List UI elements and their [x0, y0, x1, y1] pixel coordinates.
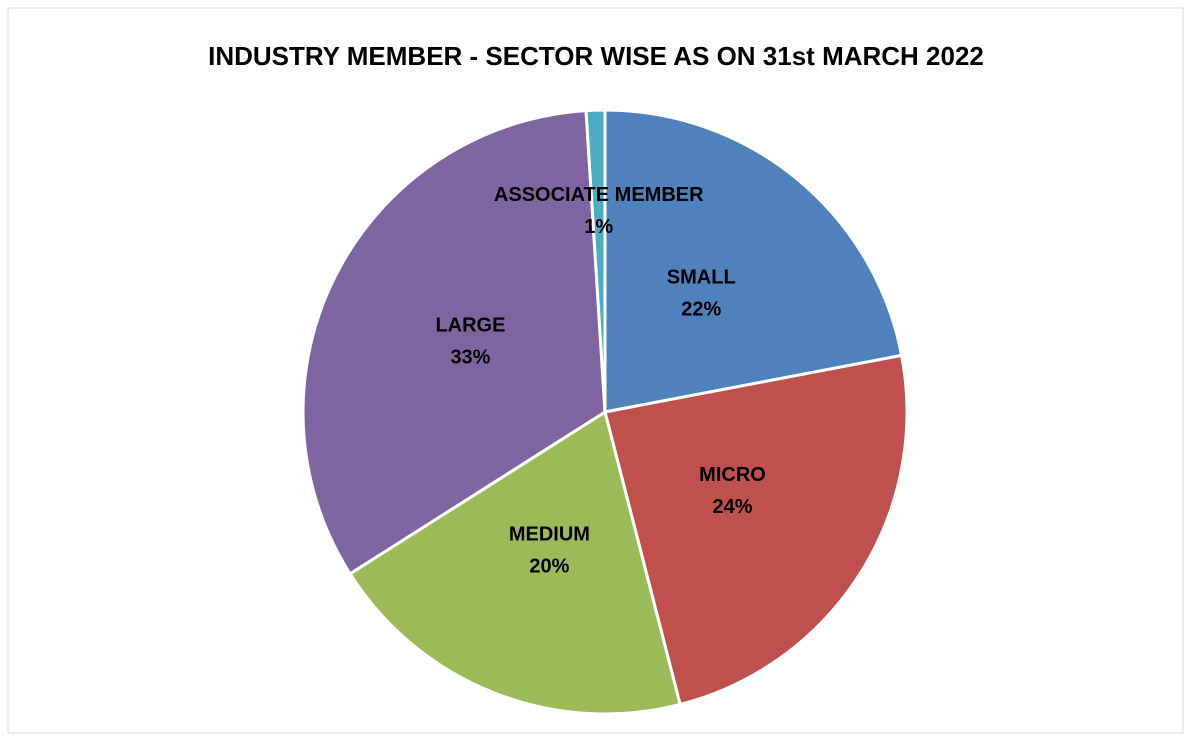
- pie-slice: [603, 108, 904, 414]
- slice-label: MEDIUM 20%: [509, 523, 590, 577]
- slice-category: LARGE: [435, 314, 505, 336]
- pie-slice: [301, 109, 607, 576]
- slice-category: SMALL: [667, 267, 736, 289]
- chart-title: INDUSTRY MEMBER - SECTOR WISE AS ON 31st…: [208, 41, 984, 71]
- slice-label: ASSOCIATE MEMBER 1%: [494, 184, 704, 238]
- slice-value: 20%: [529, 555, 569, 577]
- slice-value: 24%: [712, 496, 752, 518]
- slice-category: MICRO: [699, 464, 766, 486]
- slice-value: 33%: [450, 346, 490, 368]
- slice-value: 22%: [681, 299, 721, 321]
- pie-slice: [603, 353, 909, 707]
- slice-category: ASSOCIATE MEMBER: [494, 184, 704, 206]
- slice-label: LARGE 33%: [435, 314, 505, 368]
- pie-slice: [584, 108, 607, 413]
- slice-label: MICRO 24%: [699, 464, 766, 518]
- pie-slice: [347, 409, 682, 716]
- slice-category: MEDIUM: [509, 523, 590, 545]
- slice-label: SMALL 22%: [667, 267, 736, 321]
- slice-value: 1%: [584, 216, 613, 238]
